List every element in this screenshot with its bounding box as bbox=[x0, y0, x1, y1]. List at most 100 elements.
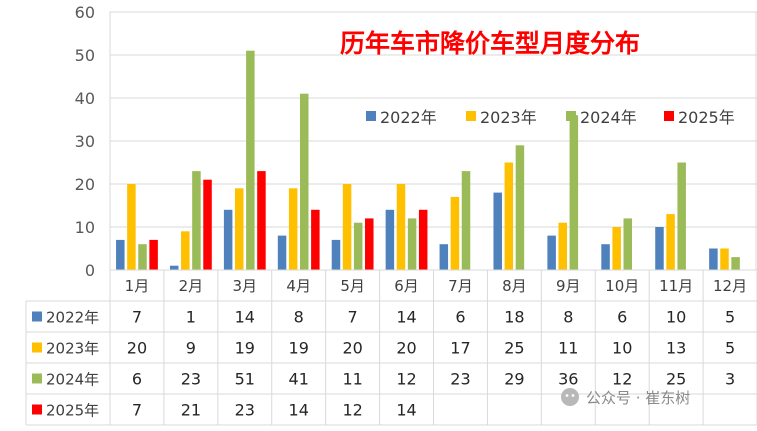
bar-2022年-10月 bbox=[601, 244, 610, 270]
bar-2022年-3月 bbox=[223, 209, 233, 270]
table-cell-value: 14 bbox=[235, 308, 255, 327]
table-cell-value: 18 bbox=[504, 308, 524, 327]
bar-2023年-7月 bbox=[450, 196, 460, 270]
x-tick-label: 4月 bbox=[286, 277, 311, 295]
y-tick-label: 10 bbox=[75, 218, 95, 237]
table-cell-value: 8 bbox=[294, 308, 304, 327]
bar-2025年-5月 bbox=[365, 218, 374, 270]
table-cell-value: 6 bbox=[132, 370, 142, 389]
legend-label: 2024年 bbox=[580, 108, 637, 127]
bar-2024年-8月 bbox=[515, 145, 525, 270]
bar-2022年-6月 bbox=[385, 209, 395, 270]
table-row-label: 2024年 bbox=[46, 371, 99, 389]
table-cell-value: 14 bbox=[396, 401, 416, 420]
bar-2023年-12月 bbox=[720, 248, 729, 270]
table-cell-value: 19 bbox=[235, 339, 255, 358]
bar-2024年-3月 bbox=[246, 50, 255, 271]
table-legend-key bbox=[32, 373, 42, 384]
legend-key bbox=[566, 111, 576, 121]
bar-2022年-8月 bbox=[493, 192, 502, 270]
bar-2023年-5月 bbox=[342, 184, 352, 270]
table-legend-key bbox=[32, 342, 42, 353]
bar-2025年-2月 bbox=[203, 179, 212, 270]
table-cell-value: 12 bbox=[612, 370, 632, 389]
bar-2022年-7月 bbox=[439, 244, 449, 270]
table-cell-value: 19 bbox=[289, 339, 309, 358]
bar-2024年-5月 bbox=[353, 222, 363, 270]
table-cell-value: 23 bbox=[450, 370, 470, 389]
table-cell-value: 7 bbox=[348, 308, 358, 327]
x-tick-label: 10月 bbox=[605, 277, 639, 295]
bar-2024年-1月 bbox=[138, 244, 147, 270]
watermark-text: 公众号 · 崔东树 bbox=[586, 389, 690, 407]
table-legend-key bbox=[32, 311, 42, 322]
x-tick-label: 11月 bbox=[659, 277, 693, 295]
table-cell-value: 7 bbox=[132, 401, 142, 420]
table-cell-value: 41 bbox=[289, 370, 309, 389]
y-tick-label: 50 bbox=[75, 46, 95, 65]
x-tick-label: 12月 bbox=[713, 277, 747, 295]
table-cell-value: 3 bbox=[725, 370, 735, 389]
table-cell-value: 23 bbox=[181, 370, 201, 389]
y-tick-label: 60 bbox=[75, 3, 95, 22]
table-cell-value: 21 bbox=[181, 401, 201, 420]
wechat-icon bbox=[561, 388, 579, 406]
bar-2024年-6月 bbox=[407, 218, 417, 270]
bar-2025年-1月 bbox=[149, 239, 158, 270]
x-tick-label: 8月 bbox=[502, 277, 527, 295]
bar-2024年-11月 bbox=[677, 162, 686, 270]
table-cell-value: 7 bbox=[132, 308, 142, 327]
table-cell-value: 10 bbox=[666, 308, 686, 327]
bar-2025年-3月 bbox=[257, 171, 266, 270]
bar-2023年-10月 bbox=[612, 227, 621, 270]
bar-2024年-4月 bbox=[300, 93, 309, 270]
x-tick-label: 9月 bbox=[556, 277, 581, 295]
table-cell-value: 11 bbox=[558, 339, 578, 358]
table-row-label: 2023年 bbox=[46, 340, 99, 358]
table-cell-value: 12 bbox=[342, 401, 362, 420]
table-cell-value: 51 bbox=[235, 370, 255, 389]
bar-2022年-4月 bbox=[277, 235, 287, 270]
bar-2023年-4月 bbox=[288, 188, 298, 270]
legend-key bbox=[664, 111, 674, 121]
bar-2023年-6月 bbox=[396, 184, 406, 270]
table-cell-value: 5 bbox=[725, 339, 735, 358]
bar-2022年-11月 bbox=[655, 227, 664, 270]
bar-2025年-6月 bbox=[418, 209, 428, 270]
bar-2024年-12月 bbox=[731, 257, 740, 270]
bar-2022年-9月 bbox=[547, 235, 556, 270]
y-tick-label: 30 bbox=[75, 132, 95, 151]
table-cell-value: 10 bbox=[612, 339, 632, 358]
bar-2022年-12月 bbox=[709, 248, 718, 270]
table-cell-value: 23 bbox=[235, 401, 255, 420]
table-cell-value: 6 bbox=[455, 308, 465, 327]
wechat-icon-eye bbox=[565, 394, 569, 397]
table-cell-value: 9 bbox=[186, 339, 196, 358]
bar-2023年-3月 bbox=[234, 188, 244, 270]
x-tick-label: 7月 bbox=[448, 277, 473, 295]
x-tick-label: 1月 bbox=[125, 277, 150, 295]
legend-label: 2025年 bbox=[678, 108, 735, 127]
bar-2023年-2月 bbox=[181, 231, 190, 270]
bar-2024年-10月 bbox=[623, 218, 633, 270]
y-tick-label: 0 bbox=[85, 261, 95, 280]
bar-2024年-9月 bbox=[569, 115, 579, 270]
table-cell-value: 1 bbox=[186, 308, 196, 327]
bar-2023年-8月 bbox=[504, 162, 514, 270]
bar-2022年-1月 bbox=[116, 239, 125, 270]
table-cell-value: 5 bbox=[725, 308, 735, 327]
table-cell-value: 13 bbox=[666, 339, 686, 358]
table-cell-value: 20 bbox=[127, 339, 147, 358]
bar-2024年-7月 bbox=[461, 171, 471, 270]
legend-key bbox=[366, 111, 376, 121]
bar-2022年-2月 bbox=[169, 265, 179, 270]
table-row-label: 2025年 bbox=[46, 402, 99, 420]
table-cell-value: 20 bbox=[342, 339, 362, 358]
table-cell-value: 29 bbox=[504, 370, 524, 389]
bar-2024年-2月 bbox=[192, 171, 201, 270]
bar-2025年-4月 bbox=[311, 209, 320, 270]
table-cell-value: 25 bbox=[504, 339, 524, 358]
legend-label: 2023年 bbox=[480, 108, 537, 127]
